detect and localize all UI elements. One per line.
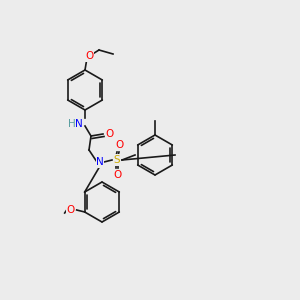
Text: O: O <box>116 140 124 150</box>
Text: O: O <box>106 129 114 139</box>
Text: N: N <box>75 119 83 129</box>
Text: S: S <box>114 155 120 165</box>
Text: N: N <box>96 157 104 167</box>
Text: H: H <box>68 119 76 129</box>
Text: O: O <box>67 205 75 215</box>
Text: O: O <box>85 51 93 61</box>
Text: O: O <box>113 170 121 180</box>
